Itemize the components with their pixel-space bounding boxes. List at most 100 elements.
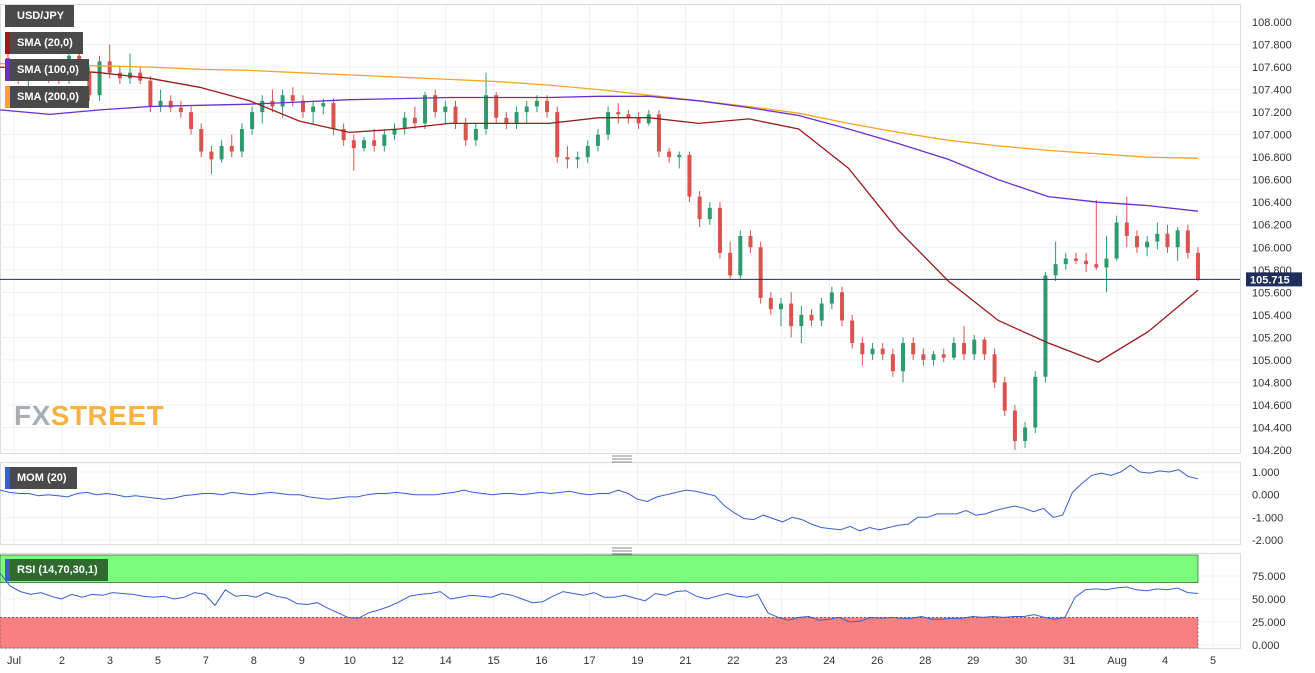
rsi-text: RSI (14,70,30,1) xyxy=(17,564,98,576)
price-tick-label: 105.000 xyxy=(1252,355,1292,367)
fxstreet-watermark: FXSTREET xyxy=(14,400,164,432)
candle-body xyxy=(1175,230,1180,248)
mom-tick-label: -2.000 xyxy=(1252,535,1283,547)
candle-body xyxy=(250,112,255,129)
candle-body xyxy=(717,207,722,253)
candle-body xyxy=(463,123,468,141)
price-tick-label: 106.000 xyxy=(1252,242,1292,254)
candle-body xyxy=(626,114,631,118)
candle-body xyxy=(677,154,682,158)
candle-body xyxy=(178,107,183,113)
rsi-tick-label: 75.000 xyxy=(1252,571,1286,583)
rsi-label[interactable]: RSI (14,70,30,1) xyxy=(5,559,108,581)
price-tick-label: 104.800 xyxy=(1252,377,1292,389)
x-tick-label: 29 xyxy=(967,655,979,667)
last-price-value: 105.715 xyxy=(1250,274,1290,286)
sma200-label[interactable]: SMA (200,0) xyxy=(5,86,89,108)
candle-body xyxy=(1012,410,1017,441)
candle-body xyxy=(667,151,672,158)
candle-body xyxy=(1185,230,1190,253)
rsi-swatch xyxy=(5,559,10,581)
x-tick-label: 3 xyxy=(107,655,113,667)
x-tick-label: 22 xyxy=(727,655,739,667)
rsi-tick-label: 50.000 xyxy=(1252,594,1286,606)
candle-body xyxy=(239,129,244,152)
sma200-text: SMA (200,0) xyxy=(17,91,79,103)
candle-body xyxy=(423,95,428,124)
mom-tick-label: 1.000 xyxy=(1252,467,1280,479)
candle-body xyxy=(982,339,987,355)
candle-body xyxy=(199,129,204,152)
price-tick-label: 104.400 xyxy=(1252,422,1292,434)
candle-body xyxy=(707,207,712,220)
x-tick-label: 21 xyxy=(679,655,691,667)
price-tick-label: 107.600 xyxy=(1252,62,1292,74)
candle-body xyxy=(1033,376,1038,428)
sma20-text: SMA (20,0) xyxy=(17,37,73,49)
sma20-line xyxy=(0,66,1199,363)
candle-body xyxy=(321,103,326,107)
candle-body xyxy=(168,100,173,108)
candle-body xyxy=(1114,222,1119,259)
candle-body xyxy=(911,343,916,355)
x-tick-label: 7 xyxy=(203,655,209,667)
x-tick-label: 30 xyxy=(1015,655,1027,667)
candle-body xyxy=(585,145,590,158)
candle-body xyxy=(1002,382,1007,411)
x-tick-label: 2 xyxy=(59,655,65,667)
candle-body xyxy=(433,95,438,113)
candle-body xyxy=(392,129,397,135)
candle-body xyxy=(697,196,702,220)
last-price-tag xyxy=(1246,272,1302,287)
sma100-label[interactable]: SMA (100,0) xyxy=(5,59,89,81)
candle-body xyxy=(931,354,936,360)
candle-body xyxy=(840,292,845,321)
candle-body xyxy=(656,114,661,152)
candle-body xyxy=(962,343,967,355)
candle-body xyxy=(280,95,285,107)
x-tick-label: 31 xyxy=(1063,655,1075,667)
rsi-line xyxy=(0,572,1199,623)
candle-body xyxy=(738,236,743,276)
candle-body xyxy=(1145,241,1150,248)
candle-body xyxy=(870,348,875,355)
price-tick-label: 107.400 xyxy=(1252,85,1292,97)
candle-body xyxy=(524,106,529,113)
chart-grid xyxy=(0,4,1241,649)
price-tick-label: 106.400 xyxy=(1252,197,1292,209)
rsi-oversold-zone xyxy=(0,617,1199,649)
candle-body xyxy=(809,314,814,321)
candle-body xyxy=(453,106,458,124)
candle-body xyxy=(921,354,926,360)
candle-body xyxy=(311,106,316,113)
candle-body xyxy=(361,140,366,149)
chart-axes: Jul 2 3 5 7 8 9 10 12 14 15 16 17 19 21 22 23 24 26 28 29 30 3… xyxy=(7,17,1302,667)
x-tick-label: 17 xyxy=(583,655,595,667)
mom-tick-label: 0.000 xyxy=(1252,490,1280,502)
candle-body xyxy=(901,343,906,372)
watermark-fx: FX xyxy=(14,400,51,431)
sma20-label[interactable]: SMA (20,0) xyxy=(5,32,83,54)
x-tick-label: 5 xyxy=(155,655,161,667)
candle-body xyxy=(1043,275,1048,377)
mom-label[interactable]: MOM (20) xyxy=(5,467,77,489)
sma100-swatch xyxy=(5,59,10,81)
candle-body xyxy=(616,112,621,115)
candle-body xyxy=(595,134,600,146)
candle-body xyxy=(1084,260,1089,265)
candle-body xyxy=(575,157,580,160)
rsi-overbought-zone xyxy=(0,554,1199,583)
candle-body xyxy=(789,303,794,327)
candle-body xyxy=(1104,258,1109,268)
candle-body xyxy=(1134,236,1139,248)
sma200-swatch xyxy=(5,86,10,108)
x-tick-label: 4 xyxy=(1162,655,1168,667)
candle-body xyxy=(890,354,895,372)
symbol-label: USD/JPY xyxy=(5,5,75,27)
price-tick-label: 107.800 xyxy=(1252,40,1292,52)
x-tick-label: 8 xyxy=(251,655,257,667)
x-tick-label: 14 xyxy=(440,655,452,667)
candle-body xyxy=(819,303,824,321)
mom-tick-label: -1.000 xyxy=(1252,512,1283,524)
